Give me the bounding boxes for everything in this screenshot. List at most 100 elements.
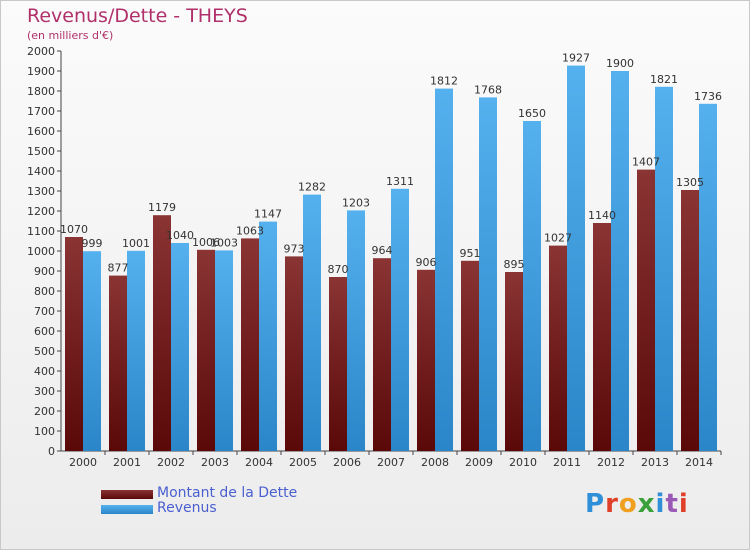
data-label-revenus-2002: 1040 — [166, 229, 194, 242]
data-label-revenus-2012: 1900 — [606, 57, 634, 70]
y-tick-label: 1800 — [27, 85, 55, 98]
bar-revenus-2005 — [303, 194, 321, 451]
bar-debt-2014 — [681, 190, 699, 451]
logo-letter: i — [655, 489, 666, 519]
x-tick-label: 2004 — [245, 456, 273, 469]
logo-letter: o — [618, 489, 638, 519]
bar-revenus-2010 — [523, 121, 541, 451]
x-tick-label: 2007 — [377, 456, 405, 469]
y-tick-label: 700 — [34, 305, 55, 318]
bar-debt-2008 — [417, 269, 435, 451]
logo-letter: x — [637, 489, 656, 519]
bar-debt-2012 — [593, 223, 611, 451]
y-tick-label: 300 — [34, 385, 55, 398]
logo-letter: r — [605, 489, 619, 519]
y-tick-label: 100 — [34, 425, 55, 438]
bar-debt-2000 — [65, 237, 83, 451]
data-label-revenus-2009: 1768 — [474, 83, 502, 96]
data-label-revenus-2004: 1147 — [254, 208, 282, 221]
x-tick-label: 2011 — [553, 456, 581, 469]
bar-revenus-2012 — [611, 71, 629, 451]
x-tick-label: 2003 — [201, 456, 229, 469]
x-tick-label: 2012 — [597, 456, 625, 469]
data-label-debt-2007: 964 — [372, 244, 393, 257]
data-label-debt-2004: 1063 — [236, 224, 264, 237]
y-tick-label: 1100 — [27, 225, 55, 238]
y-tick-label: 1500 — [27, 145, 55, 158]
y-tick-label: 900 — [34, 265, 55, 278]
y-tick-label: 1900 — [27, 65, 55, 78]
bar-debt-2010 — [505, 272, 523, 451]
x-tick-label: 2002 — [157, 456, 185, 469]
data-label-debt-2000: 1070 — [60, 223, 88, 236]
proxiti-logo: Proxiti — [585, 489, 689, 519]
y-tick-label: 800 — [34, 285, 55, 298]
y-tick-label: 1000 — [27, 245, 55, 258]
y-tick-label: 1700 — [27, 105, 55, 118]
bar-debt-2002 — [153, 215, 171, 451]
bar-debt-2003 — [197, 249, 215, 451]
data-label-revenus-2005: 1282 — [298, 181, 326, 194]
data-label-debt-2009: 951 — [460, 247, 481, 260]
data-label-debt-2014: 1305 — [676, 176, 704, 189]
data-label-debt-2011: 1027 — [544, 232, 572, 245]
x-tick-label: 2000 — [69, 456, 97, 469]
legend-label-revenus: Revenus — [157, 500, 217, 516]
y-tick-label: 1300 — [27, 185, 55, 198]
bar-revenus-2009 — [479, 97, 497, 452]
y-tick-label: 1600 — [27, 125, 55, 138]
logo-letter: P — [585, 489, 606, 519]
data-label-revenus-2001: 1001 — [122, 237, 150, 250]
bar-debt-2004 — [241, 238, 259, 451]
x-tick-label: 2014 — [685, 456, 713, 469]
bar-revenus-2006 — [347, 210, 365, 451]
y-tick-label: 2000 — [27, 45, 55, 58]
x-tick-label: 2001 — [113, 456, 141, 469]
bar-debt-2013 — [637, 169, 655, 451]
y-tick-label: 400 — [34, 365, 55, 378]
logo-letter: i — [678, 489, 689, 519]
data-label-revenus-2000: 999 — [82, 237, 103, 250]
y-tick-label: 1200 — [27, 205, 55, 218]
data-label-revenus-2003: 1003 — [210, 236, 238, 249]
data-label-debt-2005: 973 — [284, 242, 305, 255]
bar-debt-2011 — [549, 245, 567, 451]
chart-subtitle: (en milliers d'€) — [27, 29, 114, 42]
bar-revenus-2014 — [699, 103, 717, 452]
x-tick-label: 2010 — [509, 456, 537, 469]
bar-revenus-2002 — [171, 243, 189, 451]
bar-revenus-2013 — [655, 86, 673, 452]
legend-label-debt: Montant de la Dette — [157, 485, 298, 501]
data-label-debt-2001: 877 — [108, 262, 129, 275]
bar-revenus-2004 — [259, 221, 277, 451]
data-label-revenus-2011: 1927 — [562, 52, 590, 65]
data-label-revenus-2006: 1203 — [342, 196, 370, 209]
data-label-revenus-2008: 1812 — [430, 75, 458, 88]
bar-revenus-2011 — [567, 65, 585, 451]
data-label-debt-2010: 895 — [504, 258, 525, 271]
data-label-revenus-2013: 1821 — [650, 73, 678, 86]
y-tick-label: 600 — [34, 325, 55, 338]
bar-revenus-2007 — [391, 188, 409, 452]
x-tick-label: 2006 — [333, 456, 361, 469]
legend-swatch-revenus — [101, 505, 153, 514]
x-tick-label: 2005 — [289, 456, 317, 469]
data-label-debt-2012: 1140 — [588, 209, 616, 222]
y-tick-label: 500 — [34, 345, 55, 358]
bar-revenus-2003 — [215, 250, 233, 451]
x-tick-label: 2013 — [641, 456, 669, 469]
bar-revenus-2008 — [435, 88, 453, 451]
chart-title: Revenus/Dette - THEYS — [27, 5, 248, 27]
data-label-debt-2008: 906 — [416, 256, 437, 269]
data-label-revenus-2014: 1736 — [694, 90, 722, 103]
data-label-revenus-2007: 1311 — [386, 175, 414, 188]
bar-debt-2006 — [329, 277, 347, 451]
y-tick-label: 1400 — [27, 165, 55, 178]
y-tick-label: 0 — [48, 445, 55, 458]
x-tick-label: 2008 — [421, 456, 449, 469]
data-label-debt-2006: 870 — [328, 263, 349, 276]
bar-debt-2007 — [373, 258, 391, 451]
bar-debt-2001 — [109, 275, 127, 451]
